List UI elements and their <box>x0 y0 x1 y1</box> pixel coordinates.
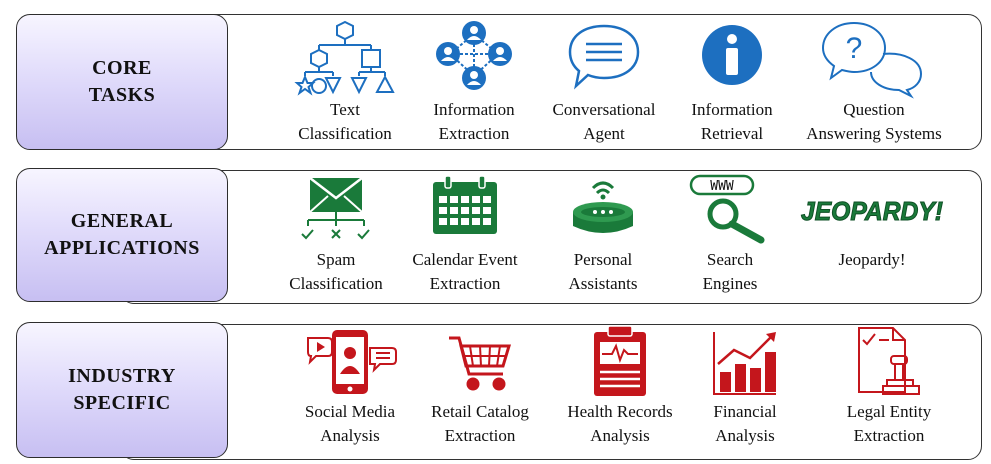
item-label: Spam <box>316 250 356 269</box>
calendar-event-item: Calendar Event Extraction <box>402 174 528 296</box>
item-label: Extraction <box>853 426 925 445</box>
general-applications-label: GENERAL APPLICATIONS <box>16 168 228 302</box>
industry-specific-panel <box>120 324 982 460</box>
row-label-line: APPLICATIONS <box>44 237 200 259</box>
svg-text:?: ? <box>846 32 863 65</box>
personal-assistants-item: Personal Assistants <box>548 174 658 296</box>
item-label: Legal Entity <box>846 402 932 421</box>
item-label: Extraction <box>429 274 501 293</box>
item-label: Calendar Event <box>412 250 518 269</box>
core-tasks-panel <box>120 14 982 150</box>
item-label: Answering Systems <box>806 124 942 143</box>
financial-analysis-item: Financial Analysis <box>700 328 790 448</box>
row-label-line: CORE <box>92 57 152 79</box>
item-label: Engines <box>702 274 758 293</box>
question-answering-item: ? Question Answering Systems <box>794 20 954 146</box>
item-label: Information <box>691 100 773 119</box>
item-label: Analysis <box>590 426 650 445</box>
item-label: Extraction <box>444 426 516 445</box>
core-tasks-label: CORE TASKS <box>16 14 228 150</box>
row-label-line: GENERAL <box>70 210 174 232</box>
www-text: WWW <box>710 179 734 194</box>
medical-clipboard-icon <box>594 325 646 396</box>
social-media-item: Social Media Analysis <box>292 328 408 448</box>
item-label: Classification <box>289 274 383 293</box>
people-network-icon <box>436 21 512 90</box>
question-bubbles-icon: ? <box>821 21 923 99</box>
row-label-line: SPECIFIC <box>73 392 171 414</box>
jeopardy-logo-icon: JEOPARDY! <box>801 196 944 227</box>
item-label: Analysis <box>715 426 775 445</box>
general-applications-panel <box>120 170 982 304</box>
item-label: Extraction <box>438 124 510 143</box>
item-label: Retrieval <box>700 124 764 143</box>
shopping-cart-icon <box>449 336 512 391</box>
item-label: Health Records <box>567 402 673 421</box>
row-label-line: INDUSTRY <box>68 365 176 387</box>
info-circle-icon <box>702 25 762 85</box>
item-label: Personal <box>573 250 633 269</box>
item-label: Social Media <box>304 402 396 421</box>
speech-bubble-icon <box>568 24 640 90</box>
item-label: Classification <box>298 124 392 143</box>
information-extraction-item: Information Extraction <box>414 20 534 146</box>
jeopardy-logo-text: JEOPARDY! <box>801 196 943 226</box>
information-retrieval-item: Information Retrieval <box>676 22 788 146</box>
industry-specific-label: INDUSTRY SPECIFIC <box>16 322 228 458</box>
calendar-icon <box>433 175 497 234</box>
item-label: Information <box>433 100 515 119</box>
retail-catalog-item: Retail Catalog Extraction <box>420 328 540 448</box>
spam-classification-item: Spam Classification <box>276 174 396 296</box>
legal-entity-item: Legal Entity Extraction <box>824 326 954 448</box>
text-classification-item: Text Classification <box>280 20 410 146</box>
bar-chart-up-icon <box>713 332 776 395</box>
item-label: Retail Catalog <box>431 402 529 421</box>
search-engines-item: WWW Search Engines <box>680 174 780 296</box>
document-stamp-icon <box>858 327 920 395</box>
jeopardy-item: JEOPARDY! Jeopardy! <box>792 174 952 272</box>
www-magnifier-icon: WWW <box>689 174 765 244</box>
item-label: Assistants <box>568 274 638 293</box>
health-records-item: Health Records Analysis <box>552 325 688 448</box>
item-label: Conversational <box>552 100 656 119</box>
item-label: Question <box>843 100 905 119</box>
envelope-sort-icon <box>301 177 370 240</box>
conversational-agent-item: Conversational Agent <box>540 22 668 146</box>
item-label: Search <box>706 250 754 269</box>
row-label-line: TASKS <box>88 84 156 106</box>
item-label: Financial <box>713 402 777 421</box>
item-label: Text <box>330 100 360 119</box>
item-label: Agent <box>583 124 625 143</box>
item-label: Jeopardy! <box>838 250 906 269</box>
smart-speaker-icon <box>573 181 633 233</box>
shapes-tree-icon <box>294 20 395 96</box>
smartphone-social-icon <box>307 330 397 394</box>
item-label: Analysis <box>320 426 380 445</box>
